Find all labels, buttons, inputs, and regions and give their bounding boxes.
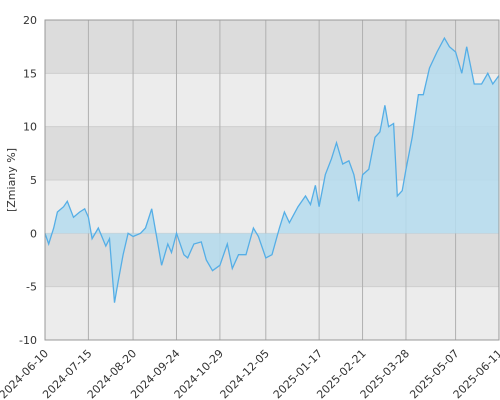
- grid-band: [45, 286, 499, 340]
- y-tick-label: 0: [30, 227, 37, 240]
- x-tick-label: 2024-12-05: [218, 347, 272, 400]
- area-fill: [45, 38, 499, 303]
- y-tick-label: 10: [23, 121, 37, 134]
- grid-band: [45, 20, 499, 74]
- line: [44, 36, 500, 303]
- y-axis-label: [Zmiany %]: [5, 148, 18, 212]
- plot-border: [44, 19, 500, 341]
- y-tick-label: -5: [26, 281, 37, 294]
- y-tick-label: -10: [19, 334, 37, 347]
- y-tick-label: 15: [23, 67, 37, 80]
- y-tick-label: 5: [30, 174, 37, 187]
- y-tick-label: 20: [23, 14, 37, 27]
